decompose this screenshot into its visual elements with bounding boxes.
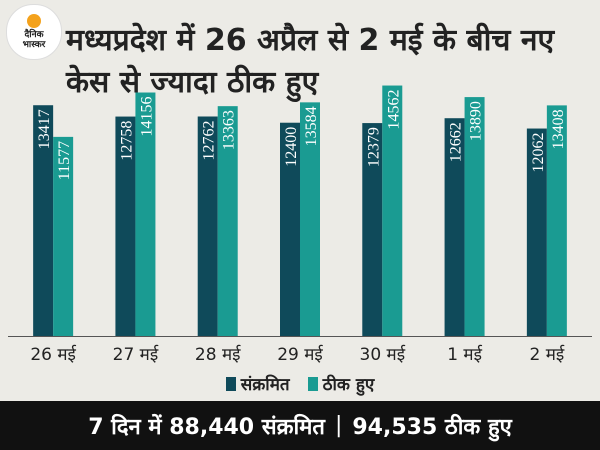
bar-infected-0 [33, 105, 54, 336]
data-label-infected-6: 12062 [530, 133, 547, 173]
bar-infected-2 [197, 116, 218, 337]
data-label-infected-2: 12762 [201, 120, 218, 160]
data-label-infected-4: 12379 [365, 127, 382, 167]
logo-text-line2: भास्कर [22, 40, 46, 50]
bar-recovered-2 [217, 106, 238, 336]
bar-recovered-6 [546, 105, 567, 336]
footer-infected-total: 7 दिन में 88,440 संक्रमित [88, 414, 325, 440]
bar-recovered-0 [53, 136, 74, 336]
legend-swatch-infected [225, 376, 236, 391]
bar-recovered-1 [135, 92, 156, 336]
legend-label-recovered: ठीक हुए [322, 375, 375, 395]
bar-infected-1 [115, 116, 136, 336]
legend-swatch-recovered [307, 376, 318, 391]
data-label-infected-1: 12758 [118, 121, 135, 161]
data-label-recovered-6: 13408 [550, 109, 567, 149]
x-tick-label-3: 29 मई [277, 344, 324, 365]
logo-text-line1: दैनिक [24, 30, 44, 40]
bar-recovered-5 [464, 97, 485, 336]
sun-icon [27, 14, 41, 28]
x-tick-label-4: 30 मई [360, 344, 407, 365]
x-tick-label-6: 2 मई [529, 344, 565, 365]
data-label-recovered-0: 11577 [56, 141, 73, 180]
data-label-recovered-1: 14156 [138, 97, 155, 137]
x-tick-label-5: 1 मई [447, 344, 483, 365]
x-tick-label-2: 28 मई [195, 344, 242, 365]
x-tick-label-0: 26 मई [30, 344, 77, 365]
data-label-infected-5: 12662 [448, 122, 465, 162]
dainik-bhaskar-logo: दैनिक भास्कर [6, 4, 62, 60]
summary-footer: 7 दिन में 88,440 संक्रमित | 94,535 ठीक ह… [0, 401, 600, 450]
bar-recovered-3 [300, 102, 320, 337]
data-label-recovered-3: 13584 [303, 106, 320, 146]
bar-infected-3 [280, 122, 300, 336]
bar-infected-5 [444, 118, 465, 337]
data-label-recovered-4: 14562 [385, 90, 402, 130]
data-label-infected-0: 13417 [36, 109, 53, 149]
bar-infected-6 [526, 128, 547, 336]
x-tick-label-1: 27 मई [113, 344, 160, 365]
legend-label-infected: संक्रमित [240, 375, 290, 395]
legend-item-recovered: ठीक हुए [307, 372, 375, 395]
data-label-recovered-2: 13363 [221, 110, 238, 150]
bar-infected-4 [362, 123, 383, 336]
chart-legend: संक्रमित ठीक हुए [0, 372, 600, 395]
data-label-recovered-5: 13890 [468, 101, 485, 141]
footer-separator: | [334, 413, 343, 438]
legend-item-infected: संक्रमित [225, 372, 290, 395]
chart-title: मध्यप्रदेश में 26 अप्रैल से 2 मई के बीच … [66, 23, 555, 100]
bar-recovered-4 [382, 85, 403, 336]
data-label-infected-3: 12400 [283, 127, 300, 167]
footer-recovered-total: 94,535 ठीक हुए [352, 414, 512, 440]
